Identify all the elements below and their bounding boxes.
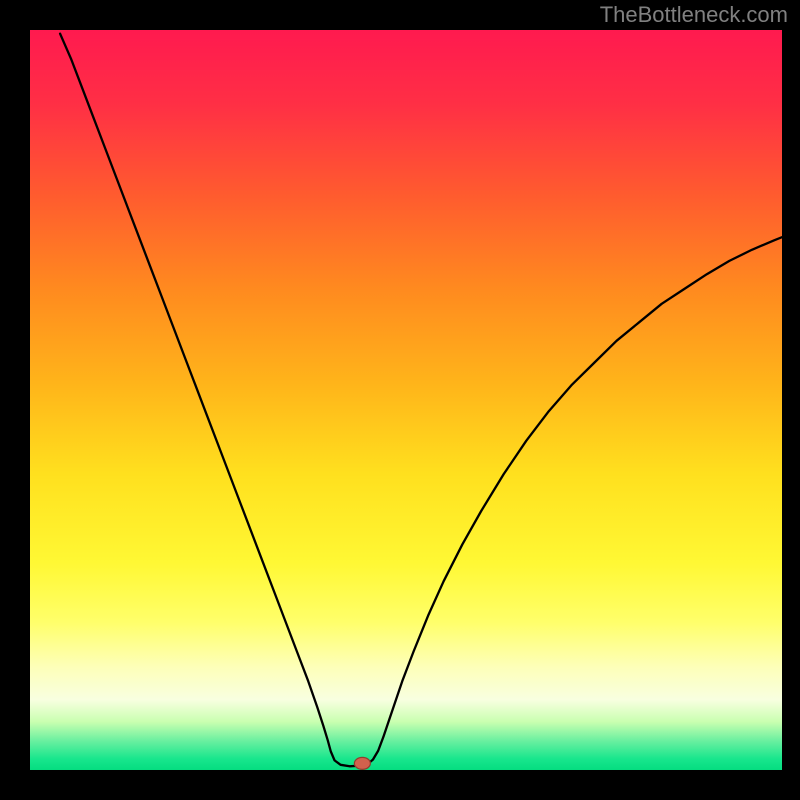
optimum-marker (354, 757, 370, 769)
watermark-text: TheBottleneck.com (600, 2, 788, 28)
gradient-background (30, 30, 782, 770)
chart-root: TheBottleneck.com (0, 0, 800, 800)
plot-area (30, 30, 782, 770)
chart-svg (30, 30, 782, 770)
